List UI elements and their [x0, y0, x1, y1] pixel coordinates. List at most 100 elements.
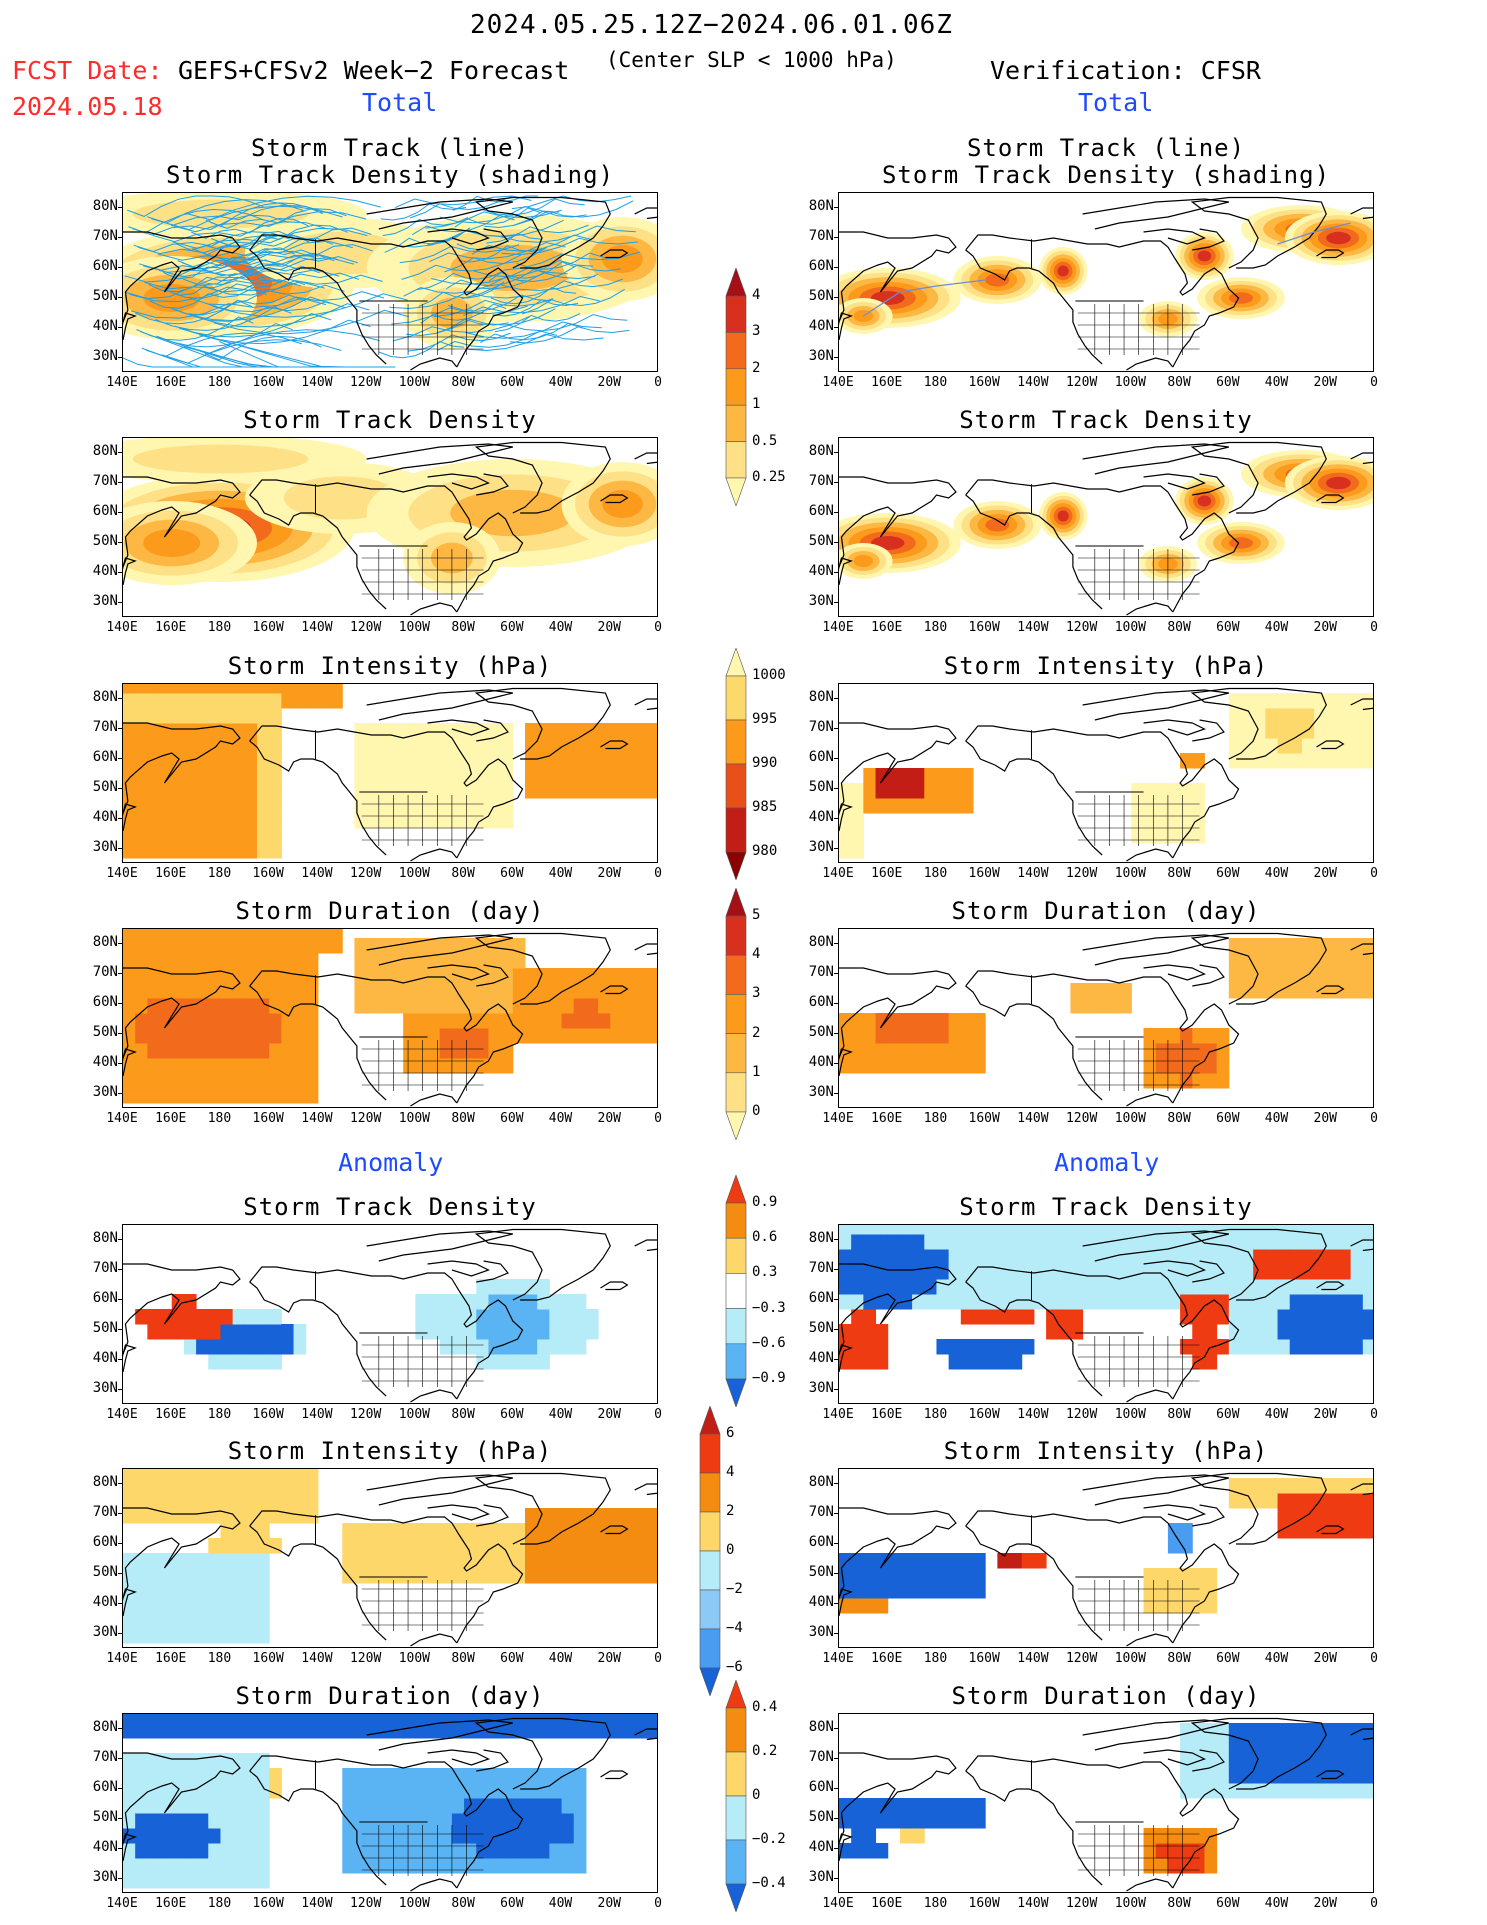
- lat-tick-label: 70N: [808, 1260, 834, 1276]
- lon-tick-label: 20W: [1313, 1651, 1337, 1666]
- lon-tick-label: 0: [1370, 1896, 1378, 1911]
- lon-tick-label: 60W: [500, 866, 524, 881]
- lat-tick-label: 80N: [92, 443, 118, 459]
- lat-tick: [118, 1573, 122, 1574]
- lat-tick: [118, 1818, 122, 1819]
- lat-tick-label: 60N: [808, 749, 834, 765]
- lon-tick-label: 100W: [1114, 1407, 1147, 1422]
- lat-tick-label: 80N: [92, 198, 118, 214]
- lat-tick: [118, 512, 122, 513]
- lon-tick-label: 160W: [968, 375, 1000, 390]
- lat-tick: [834, 1003, 838, 1004]
- lat-tick: [834, 1329, 838, 1330]
- lon-tick-label: 160E: [155, 375, 187, 390]
- lon-tick-label: 140W: [301, 866, 333, 881]
- colorbar-label: 0.25: [752, 469, 786, 485]
- lat-tick: [118, 1093, 122, 1094]
- lat-tick: [118, 237, 122, 238]
- lon-tick-label: 160W: [968, 1651, 1000, 1666]
- section-total-right: Total: [1078, 88, 1154, 117]
- lon-tick-label: 160E: [155, 866, 187, 881]
- lat-tick-label: 30N: [92, 593, 118, 609]
- lat-tick-label: 40N: [92, 563, 118, 579]
- lat-tick: [118, 542, 122, 543]
- lat-tick: [834, 1239, 838, 1240]
- lat-tick-label: 40N: [808, 1350, 834, 1366]
- lat-tick-label: 80N: [808, 934, 834, 950]
- lon-tick-label: 80W: [451, 1111, 475, 1126]
- lat-tick-label: 40N: [92, 1839, 118, 1855]
- lat-tick-label: 40N: [808, 1594, 834, 1610]
- lat-tick-label: 30N: [808, 1084, 834, 1100]
- lon-tick-label: 100W: [398, 1896, 431, 1911]
- lat-tick: [834, 482, 838, 483]
- lat-tick-label: 50N: [92, 779, 118, 795]
- lat-tick: [834, 1788, 838, 1789]
- lat-tick-label: 60N: [92, 503, 118, 519]
- lon-tick-label: 100W: [1114, 1896, 1147, 1911]
- lon-tick-label: 160E: [155, 620, 187, 635]
- colorbar-label: 0.2: [752, 1743, 778, 1759]
- lon-tick-label: 160W: [968, 866, 1000, 881]
- lon-tick-label: 0: [654, 1111, 662, 1126]
- colorbar-label: 980: [752, 843, 778, 859]
- lon-tick-label: 120W: [349, 866, 382, 881]
- lon-tick-label: 40W: [1264, 866, 1289, 881]
- lon-tick-label: 160W: [252, 1896, 284, 1911]
- colorbar-density_anom: [724, 1175, 748, 1407]
- panel-title-adur_obs-0: Storm Duration (day): [951, 1682, 1261, 1710]
- lon-tick-label: 140E: [106, 1896, 138, 1911]
- lon-tick-label: 20W: [597, 866, 621, 881]
- map-panel-aint_obs: [838, 1468, 1374, 1648]
- lon-tick-label: 140E: [822, 866, 854, 881]
- lat-tick: [834, 698, 838, 699]
- colorbar-intensity_total: [724, 648, 748, 880]
- lon-tick-label: 120W: [349, 1407, 382, 1422]
- lon-tick-label: 80W: [1167, 1896, 1191, 1911]
- lon-tick-label: 40W: [548, 1651, 573, 1666]
- lon-tick-label: 0: [654, 620, 662, 635]
- lon-tick-label: 120W: [349, 1651, 382, 1666]
- colorbar-label: 0.9: [752, 1194, 778, 1210]
- lat-tick-label: 40N: [808, 563, 834, 579]
- lat-tick-label: 50N: [92, 1564, 118, 1580]
- lat-tick: [118, 1848, 122, 1849]
- section-anomaly-right: Anomaly: [1054, 1148, 1160, 1177]
- lon-tick-label: 0: [654, 866, 662, 881]
- lon-tick-label: 60W: [1216, 1111, 1240, 1126]
- lon-tick-label: 40W: [548, 1407, 573, 1422]
- lat-tick: [118, 572, 122, 573]
- lon-tick-label: 120W: [1065, 1111, 1098, 1126]
- lon-tick-label: 180: [923, 1651, 948, 1666]
- lat-tick: [118, 1788, 122, 1789]
- map-panel-adur_obs: [838, 1713, 1374, 1893]
- lon-tick-label: 20W: [597, 1896, 621, 1911]
- model-label: GEFS+CFSv2 Week−2 Forecast: [178, 56, 570, 85]
- lon-tick-label: 160E: [871, 620, 903, 635]
- lon-tick-label: 20W: [597, 620, 621, 635]
- lon-tick-label: 140W: [1017, 620, 1049, 635]
- lon-tick-label: 40W: [548, 1111, 573, 1126]
- lat-tick-label: 60N: [92, 1290, 118, 1306]
- lat-tick: [834, 1093, 838, 1094]
- lon-tick-label: 140E: [822, 620, 854, 635]
- colorbar-intensity_anom: [698, 1406, 722, 1696]
- lon-tick-label: 0: [1370, 866, 1378, 881]
- lon-tick-label: 60W: [500, 620, 524, 635]
- lon-tick-label: 180: [207, 1111, 232, 1126]
- lat-tick: [834, 1603, 838, 1604]
- lat-tick: [118, 452, 122, 453]
- lon-tick-label: 160W: [968, 1896, 1000, 1911]
- lat-tick: [118, 1033, 122, 1034]
- lat-tick-label: 70N: [92, 1749, 118, 1765]
- map-panel-track_fcst: [122, 192, 658, 372]
- lon-tick-label: 180: [923, 1407, 948, 1422]
- map-panel-track_obs: [838, 192, 1374, 372]
- lon-tick-label: 180: [923, 620, 948, 635]
- lon-tick-label: 120W: [1065, 866, 1098, 881]
- lon-tick-label: 160W: [252, 375, 284, 390]
- lon-tick-label: 180: [207, 1651, 232, 1666]
- lat-tick-label: 50N: [808, 1809, 834, 1825]
- lat-tick: [834, 728, 838, 729]
- lon-tick-label: 140E: [106, 620, 138, 635]
